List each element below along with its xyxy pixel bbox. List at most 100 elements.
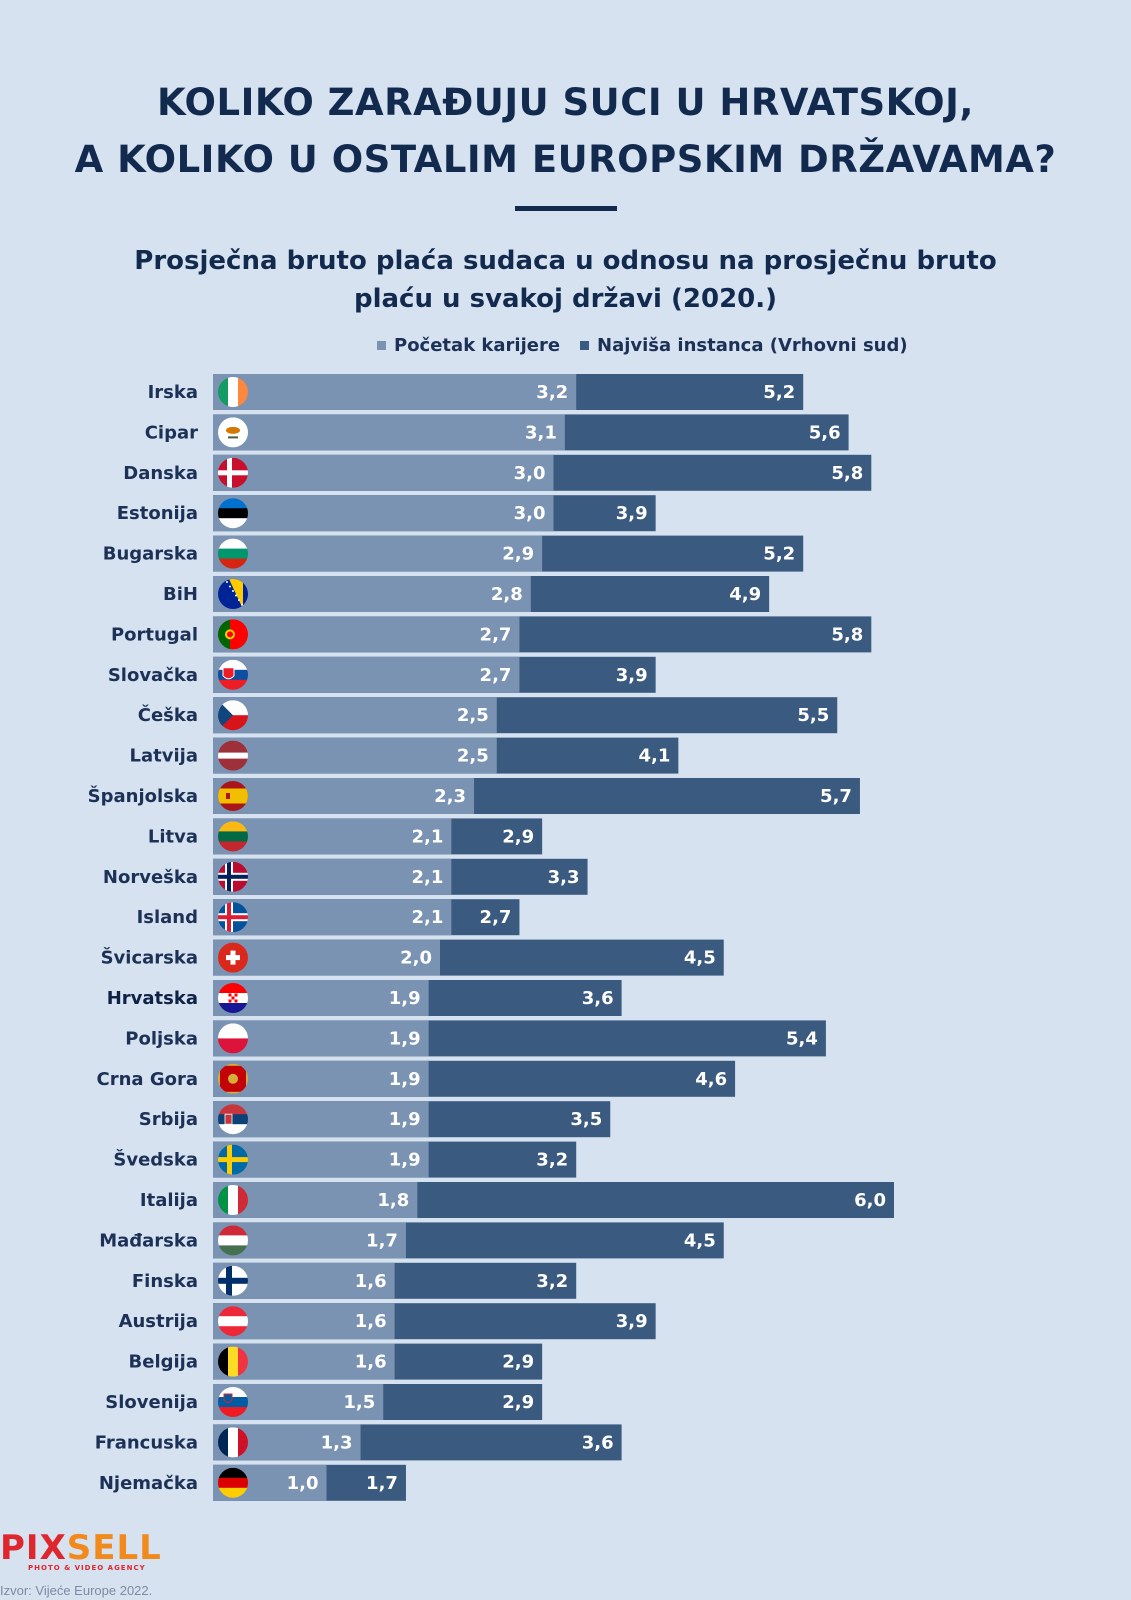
country-label: Italija — [140, 1190, 198, 1211]
iceland-flag — [218, 902, 248, 933]
subtitle: Prosječna bruto plaća sudaca u odnosu na… — [0, 242, 1131, 318]
value-label-career-start: 1,9 — [389, 1028, 421, 1049]
bar-career-start — [213, 818, 452, 855]
legend: Početak karijere Najviša instanca (Vrhov… — [0, 335, 1131, 359]
value-label-career-start: 2,9 — [502, 544, 534, 565]
legend-label-start: Početak karijere — [394, 335, 561, 356]
bulgaria-flag — [218, 538, 248, 569]
country-label: Slovenija — [105, 1392, 198, 1413]
title-line-1: KOLIKO ZARAĐUJU SUCI U HRVATSKOJ, — [157, 81, 974, 124]
country-label: Poljska — [125, 1028, 198, 1049]
country-label: Estonija — [117, 503, 198, 524]
value-label-career-start: 1,0 — [287, 1473, 319, 1494]
value-label-top-instance: 5,8 — [831, 463, 863, 484]
bar-career-start — [213, 414, 565, 451]
bar-row: BiH 2,8 4,9 — [163, 576, 770, 612]
legend-swatch-start — [377, 341, 386, 350]
title-line-2: A KOLIKO U OSTALIM EUROPSKIM DRŽAVAMA? — [74, 138, 1057, 181]
main-title: KOLIKO ZARAĐUJU SUCI U HRVATSKOJ, A KOLI… — [0, 74, 1131, 188]
value-label-career-start: 1,8 — [377, 1190, 409, 1211]
lithuania-flag — [218, 821, 248, 852]
serbia-flag — [218, 1104, 248, 1135]
portugal-flag — [218, 619, 248, 650]
bar-row: Španjolska 2,3 5,7 — [88, 778, 860, 814]
country-label: Finska — [132, 1271, 198, 1292]
country-label: Island — [137, 907, 198, 928]
bar-row: Austrija 1,6 3,9 — [119, 1303, 656, 1340]
bar-row: Cipar 3,1 5,6 — [145, 414, 849, 451]
bar-row: Češka 2,5 5,5 — [138, 697, 838, 734]
bar-career-start — [213, 454, 554, 491]
value-label-top-instance: 5,5 — [797, 705, 829, 726]
norway-flag — [218, 861, 248, 892]
bar-career-start — [213, 656, 520, 693]
bar-row: Srbija 1,9 3,5 — [139, 1101, 611, 1138]
country-label: Latvija — [130, 746, 198, 767]
bar-row: Slovačka 2,7 3,9 — [108, 656, 656, 693]
montenegro-flag — [218, 1063, 248, 1094]
bar-row: Finska 1,6 3,2 — [132, 1262, 577, 1299]
value-label-top-instance: 5,4 — [786, 1028, 818, 1049]
bar-row: Portugal 2,7 5,8 — [111, 616, 872, 653]
poland-flag — [218, 1023, 248, 1054]
value-label-top-instance: 3,5 — [570, 1109, 602, 1130]
bar-career-start — [213, 1141, 429, 1178]
title-divider — [515, 206, 617, 211]
value-label-career-start: 1,9 — [389, 988, 421, 1009]
logo-text-pix: PIX — [0, 1528, 67, 1568]
value-label-top-instance: 3,9 — [616, 503, 648, 524]
country-label: Španjolska — [88, 785, 198, 807]
value-label-top-instance: 2,7 — [480, 907, 512, 928]
value-label-career-start: 3,2 — [536, 382, 568, 403]
value-label-top-instance: 4,9 — [729, 584, 761, 605]
country-label: Cipar — [145, 422, 198, 443]
bar-career-start — [213, 858, 452, 895]
bar-row: Njemačka 1,0 1,7 — [99, 1464, 406, 1501]
bar-row: Mađarska 1,7 4,5 — [99, 1222, 724, 1259]
value-label-career-start: 2,1 — [411, 867, 443, 888]
country-label: Austrija — [119, 1311, 198, 1332]
value-label-top-instance: 4,6 — [695, 1069, 727, 1090]
bih-flag — [218, 579, 248, 609]
bar-row: Litva 2,1 2,9 — [148, 818, 543, 855]
value-label-top-instance: 4,1 — [638, 746, 670, 767]
country-label: Norveška — [103, 867, 198, 888]
cyprus-flag — [218, 417, 248, 448]
austria-flag — [218, 1306, 248, 1337]
value-label-top-instance: 5,6 — [809, 422, 841, 443]
bar-career-start — [213, 697, 497, 734]
bar-row: Slovenija 1,5 2,9 — [105, 1384, 543, 1420]
bar-career-start — [213, 576, 531, 612]
denmark-flag — [218, 457, 248, 488]
bar-row: Bugarska 2,9 5,2 — [103, 535, 804, 572]
logo-text-sell: SELL — [66, 1528, 162, 1568]
subtitle-line-2: plaću u svakoj državi (2020.) — [353, 284, 778, 314]
value-label-career-start: 2,7 — [480, 665, 512, 686]
hungary-flag — [218, 1225, 248, 1256]
slovakia-flag — [218, 659, 248, 690]
belgium-flag — [218, 1346, 248, 1377]
bar-career-start — [213, 1060, 429, 1097]
bar-career-start — [213, 1020, 429, 1057]
value-label-career-start: 1,9 — [389, 1109, 421, 1130]
subtitle-line-1: Prosječna bruto plaća sudaca u odnosu na… — [134, 246, 997, 276]
country-label: Portugal — [111, 624, 198, 645]
value-label-top-instance: 5,2 — [763, 382, 795, 403]
country-label: BiH — [163, 584, 198, 605]
value-label-top-instance: 3,2 — [536, 1150, 568, 1171]
country-label: Srbija — [139, 1109, 198, 1130]
country-label: Irska — [148, 382, 198, 403]
france-flag — [218, 1427, 248, 1458]
country-label: Švicarska — [101, 947, 198, 969]
bar-career-start — [213, 778, 475, 814]
value-label-top-instance: 5,8 — [831, 624, 863, 645]
slovenia-flag — [218, 1387, 248, 1417]
bar-row: Francuska 1,3 3,6 — [95, 1424, 622, 1461]
bar-career-start — [213, 535, 543, 572]
value-label-career-start: 1,6 — [355, 1352, 387, 1373]
value-label-career-start: 2,1 — [411, 907, 443, 928]
country-label: Litva — [148, 826, 198, 847]
value-label-top-instance: 3,9 — [616, 1311, 648, 1332]
value-label-top-instance: 1,7 — [366, 1473, 398, 1494]
